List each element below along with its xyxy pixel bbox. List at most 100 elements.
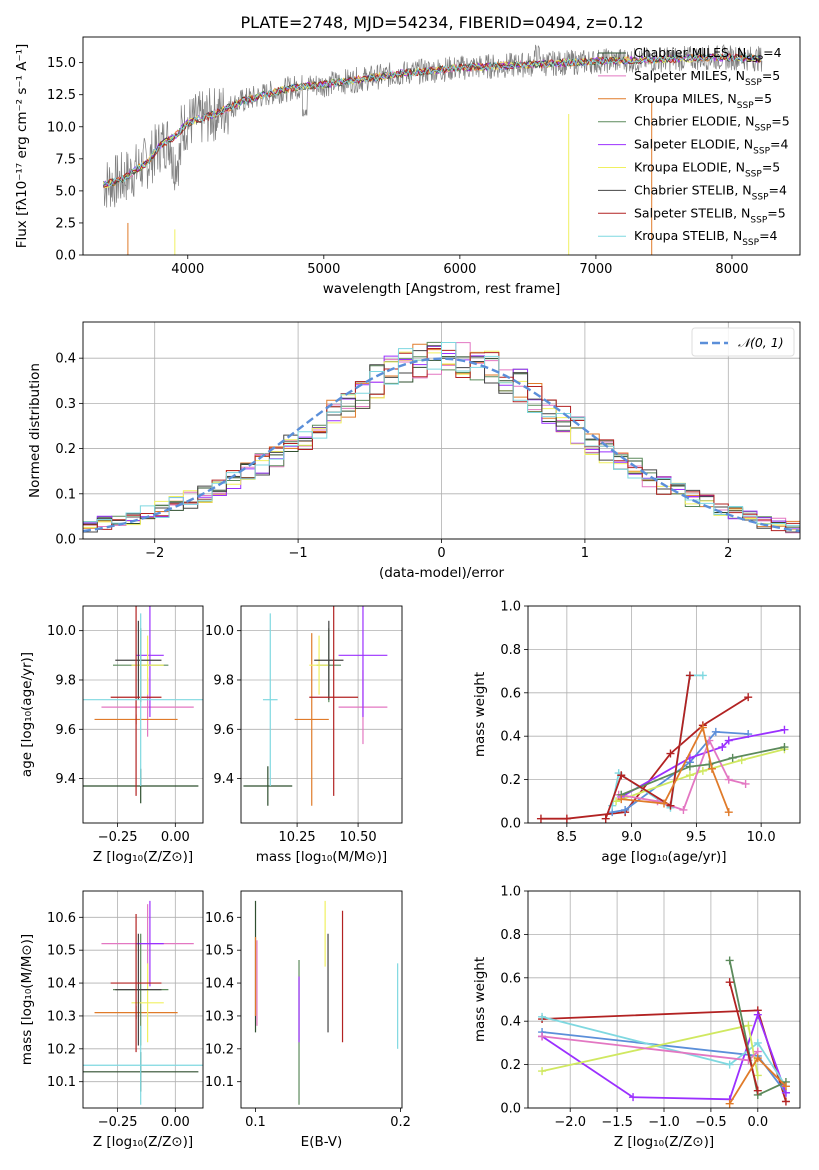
y-tick-label: 10.2 — [205, 1042, 234, 1057]
y-tick-label: 0.2 — [500, 773, 521, 788]
x-tick-label: 0.00 — [161, 830, 190, 845]
plot-area — [538, 956, 790, 1108]
x-tick-label: 0.1 — [245, 1115, 266, 1130]
x-tick-label: 8000 — [715, 262, 748, 277]
plot-area — [536, 671, 789, 823]
x-tick-label: 10.50 — [339, 830, 376, 845]
weight-marker — [781, 1097, 790, 1106]
weight-series-line — [541, 1016, 787, 1087]
x-tick-label: −2 — [145, 546, 164, 561]
weight-marker — [698, 766, 707, 775]
panel-age-vs-mass: 10.25 10.50 9.4 9.6 9.8 10.0 mass [log₁₀(M/M⊙)… — [205, 605, 403, 865]
legend-frame — [691, 327, 795, 357]
y-tick-label: 10.2 — [47, 1042, 76, 1057]
y-tick-label: 10.4 — [47, 977, 76, 992]
y-tick-label: 0.1 — [55, 487, 76, 502]
x-tick-label: −1.5 — [601, 1115, 633, 1130]
x-tick-label: 9.0 — [621, 830, 642, 845]
figure-title: PLATE=2748, MJD=54234, FIBERID=0494, z=0… — [240, 13, 643, 32]
weight-marker — [660, 799, 668, 808]
weight-marker — [725, 956, 734, 965]
weight-marker — [753, 1038, 762, 1047]
weight-series-line — [618, 738, 746, 812]
weight-series-line — [604, 675, 691, 820]
weight-marker — [621, 805, 630, 814]
y-tick-label: 0.6 — [500, 686, 521, 701]
residual-histogram-step — [83, 342, 800, 526]
weight-marker — [536, 814, 545, 823]
weight-marker — [685, 671, 694, 680]
x-tick-label: 8.5 — [557, 830, 578, 845]
weight-marker — [538, 1067, 547, 1076]
weight-marker — [617, 771, 626, 780]
weight-marker — [698, 723, 707, 732]
legend-entry: Salpeter MILES, NSSP=5 — [634, 68, 780, 88]
x-axis-label: (data-model)/error — [379, 565, 505, 581]
x-tick-label: 2 — [724, 546, 732, 561]
x-tick-label: 5000 — [307, 262, 340, 277]
model-spectrum-line — [103, 53, 761, 188]
x-tick-label: 6000 — [443, 262, 476, 277]
y-axis-label: mass weight — [472, 957, 488, 1042]
y-tick-label: 10.1 — [205, 1075, 234, 1090]
weight-marker — [753, 1071, 762, 1080]
x-tick-label: −0.25 — [98, 1115, 138, 1130]
weight-marker — [781, 1082, 790, 1091]
legend-entry: Chabrier ELODIE, NSSP=5 — [634, 114, 790, 134]
y-axis-label: mass weight — [472, 672, 488, 757]
weight-marker — [705, 736, 714, 745]
x-axis-label: Z [log₁₀(Z/Z⊙)] — [614, 1134, 714, 1150]
weight-marker — [679, 805, 688, 814]
x-axis-label: Z [log₁₀(Z/Z⊙)] — [93, 849, 193, 865]
y-axis-label: Normed distribution — [27, 363, 43, 498]
x-tick-label: 0.00 — [161, 1115, 190, 1130]
legend-entry: Salpeter ELODIE, NSSP=4 — [634, 137, 789, 157]
y-tick-label: 1.0 — [500, 885, 521, 900]
y-tick-label: 0.6 — [500, 971, 521, 986]
y-tick-label: 12.5 — [47, 88, 76, 103]
axes-frame — [527, 890, 801, 1109]
weight-marker — [737, 756, 746, 765]
panel-mass-vs-metallicity: −0.25 0.00 10.1 10.2 10.3 10.4 10.5 10.6 Z [log₁… — [19, 890, 204, 1150]
x-axis-label: wavelength [Angstrom, rest frame] — [323, 281, 561, 297]
y-tick-label: 10.3 — [47, 1009, 76, 1024]
y-tick-label: 9.6 — [213, 723, 234, 738]
x-tick-label: 0 — [437, 546, 445, 561]
y-tick-label: 0.8 — [500, 928, 521, 943]
x-tick-label: 9.5 — [686, 830, 707, 845]
axes-frame — [82, 605, 204, 824]
weight-marker — [728, 753, 737, 762]
panel-age-vs-metallicity: −0.25 0.00 9.4 9.6 9.8 10.0 Z [log₁₀(Z/Z⊙)] age… — [19, 605, 204, 865]
weight-marker — [617, 795, 626, 804]
weight-marker — [753, 1010, 762, 1019]
y-tick-label: 0.4 — [500, 1015, 521, 1030]
panel-spectrum: 4000 5000 6000 7000 8000 0.0 2.5 5.0 7.5 10.0 12.5… — [14, 36, 801, 297]
y-tick-label: 2.5 — [55, 216, 76, 231]
y-tick-label: 0.4 — [55, 352, 76, 367]
plot-area — [83, 900, 203, 1105]
x-tick-label: 0.2 — [390, 1115, 411, 1130]
y-tick-label: 1.0 — [500, 600, 521, 615]
x-tick-label: 10.0 — [747, 830, 776, 845]
y-tick-label: 10.6 — [205, 911, 234, 926]
y-tick-label: 0.2 — [55, 442, 76, 457]
y-tick-label: 0.0 — [500, 817, 521, 832]
y-tick-label: 9.8 — [55, 673, 76, 688]
y-tick-label: 9.6 — [55, 723, 76, 738]
y-axis-label: age [log₁₀(age/yr)] — [19, 652, 35, 777]
legend-entry: 𝒩(0, 1) — [738, 335, 784, 350]
weight-marker — [612, 797, 621, 806]
y-tick-label: 10.5 — [47, 944, 76, 959]
legend-entry: Salpeter STELIB, NSSP=5 — [634, 205, 786, 225]
y-tick-label: 10.0 — [47, 624, 76, 639]
axes-frame — [82, 36, 801, 256]
weight-marker — [780, 743, 789, 752]
y-tick-label: 9.4 — [213, 772, 234, 787]
weight-marker — [744, 1021, 753, 1030]
weight-marker — [753, 1086, 762, 1095]
panel-mass-vs-ebv: 0.1 0.2 10.1 10.2 10.3 10.4 10.5 10.6 E(B-V) — [205, 890, 411, 1150]
normal-distribution-curve — [83, 357, 800, 533]
weight-marker — [538, 1032, 547, 1041]
plot-area — [103, 43, 763, 255]
plot-area — [83, 341, 800, 534]
